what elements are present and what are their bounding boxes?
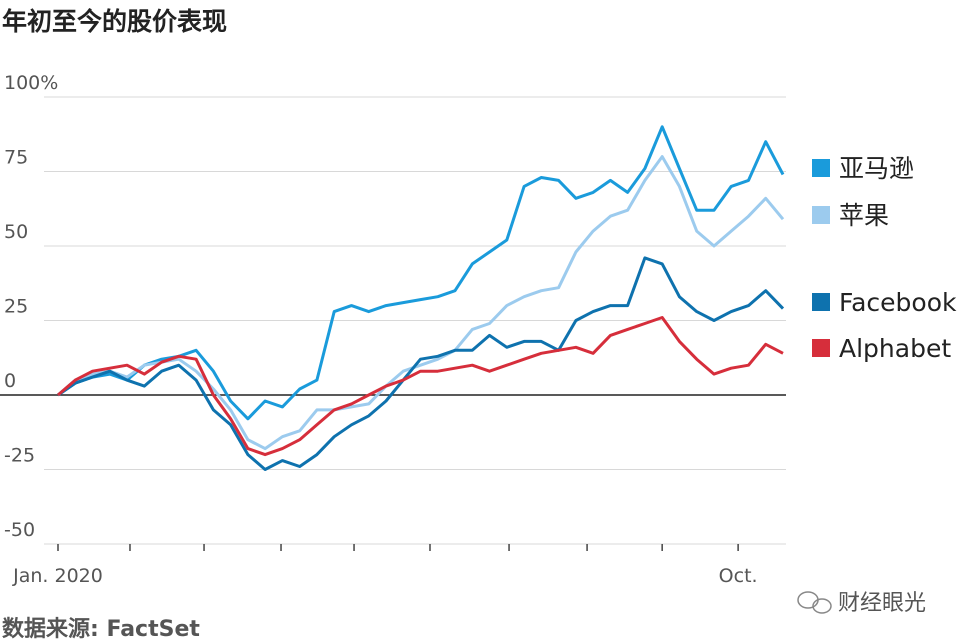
y-tick-label: -50 [4,519,35,541]
y-tick-label: 100% [4,72,58,94]
series-line [57,155,785,451]
legend-swatch [812,339,830,357]
x-tick-label: Oct. [719,565,758,587]
y-tick-label: 75 [4,147,28,169]
series-line [57,316,784,457]
chart-title: 年初至今的股价表现 [2,7,227,36]
watermark: 财经眼光 [838,591,926,616]
watermark-icon [797,591,832,614]
legend-label: Alphabet [839,334,951,363]
legend-label: 亚马逊 [839,154,914,183]
legend-swatch [812,159,830,177]
y-tick-label: 0 [4,370,16,392]
source: 数据来源: FactSet [2,616,200,642]
y-tick-label: 50 [4,221,28,243]
legend-label: Facebook [839,288,957,317]
legend-swatch [812,206,830,224]
y-tick-label: 25 [4,296,28,318]
series-line [57,125,785,421]
x-tick-label: Jan. 2020 [12,565,103,587]
legend-swatch [812,293,830,311]
series-line [57,256,785,471]
y-tick-label: -25 [4,445,35,467]
legend-label: 苹果 [839,201,889,230]
